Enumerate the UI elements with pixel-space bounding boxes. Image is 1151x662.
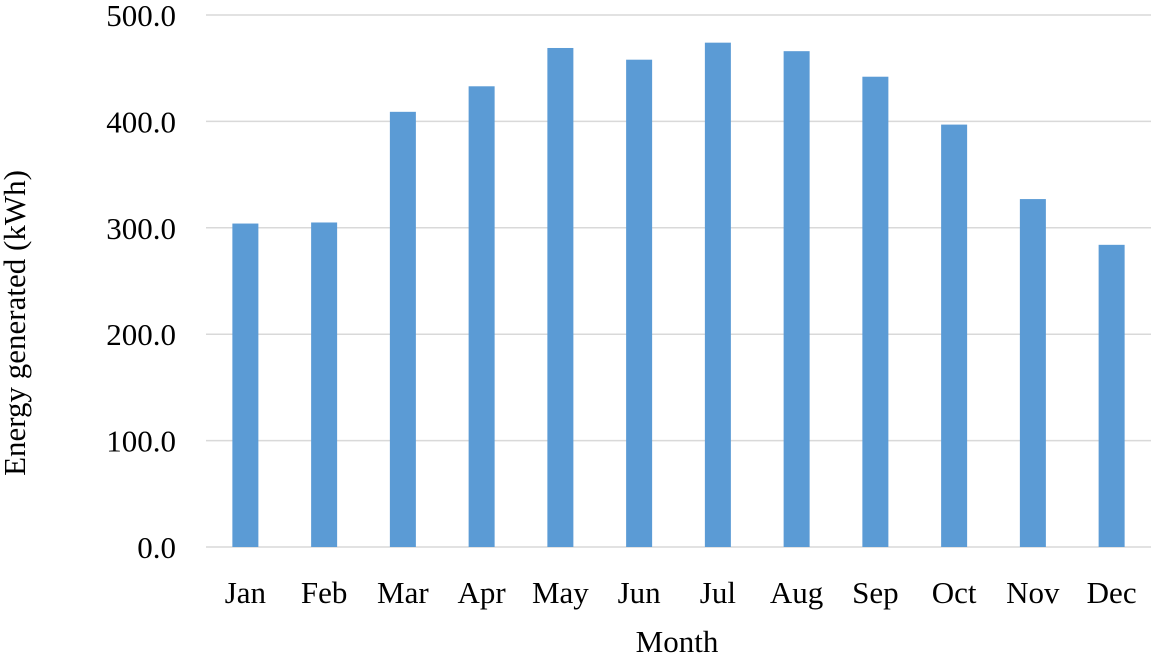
y-tick-label: 400.0 bbox=[106, 104, 176, 139]
bar-nov bbox=[1019, 199, 1046, 547]
y-axis-title: Energy generated (kWh) bbox=[0, 170, 32, 476]
x-tick-label: Jan bbox=[225, 575, 267, 610]
bar-jul bbox=[704, 42, 731, 547]
y-tick-label: 100.0 bbox=[106, 424, 176, 459]
bar-may bbox=[547, 47, 574, 547]
x-axis-title: Month bbox=[636, 624, 719, 657]
x-tick-label: Nov bbox=[1006, 575, 1060, 610]
x-tick-label: Jul bbox=[700, 575, 736, 610]
bar-dec bbox=[1098, 244, 1125, 547]
y-axis-ticks: 0.0 100.0 200.0 300.0 400.0 500.0 bbox=[106, 0, 176, 565]
y-tick-label: 200.0 bbox=[106, 317, 176, 352]
bar-oct bbox=[941, 124, 968, 547]
x-tick-label: Mar bbox=[377, 575, 429, 610]
bar-sep bbox=[862, 76, 889, 547]
x-tick-label: Oct bbox=[932, 575, 977, 610]
x-tick-label: Aug bbox=[770, 575, 823, 610]
gridlines bbox=[206, 14, 1151, 548]
bar-aug bbox=[783, 51, 810, 548]
bar-feb bbox=[311, 222, 338, 548]
bars bbox=[232, 42, 1125, 548]
x-tick-label: Apr bbox=[458, 575, 507, 610]
x-tick-label: Dec bbox=[1087, 575, 1137, 610]
y-tick-label: 0.0 bbox=[137, 530, 176, 565]
x-axis-ticks: Jan Feb Mar Apr May Jun Jul Aug Sep Oct Nov Dec bbox=[225, 575, 1137, 610]
bar-apr bbox=[468, 86, 495, 548]
y-tick-label: 500.0 bbox=[106, 0, 176, 33]
bar-jan bbox=[232, 223, 259, 547]
x-tick-label: Feb bbox=[301, 575, 348, 610]
x-tick-label: Sep bbox=[852, 575, 899, 610]
bar-mar bbox=[389, 111, 416, 547]
bar-jun bbox=[626, 59, 653, 548]
x-tick-label: May bbox=[532, 575, 589, 610]
x-tick-label: Jun bbox=[618, 575, 662, 610]
y-tick-label: 300.0 bbox=[106, 211, 176, 246]
